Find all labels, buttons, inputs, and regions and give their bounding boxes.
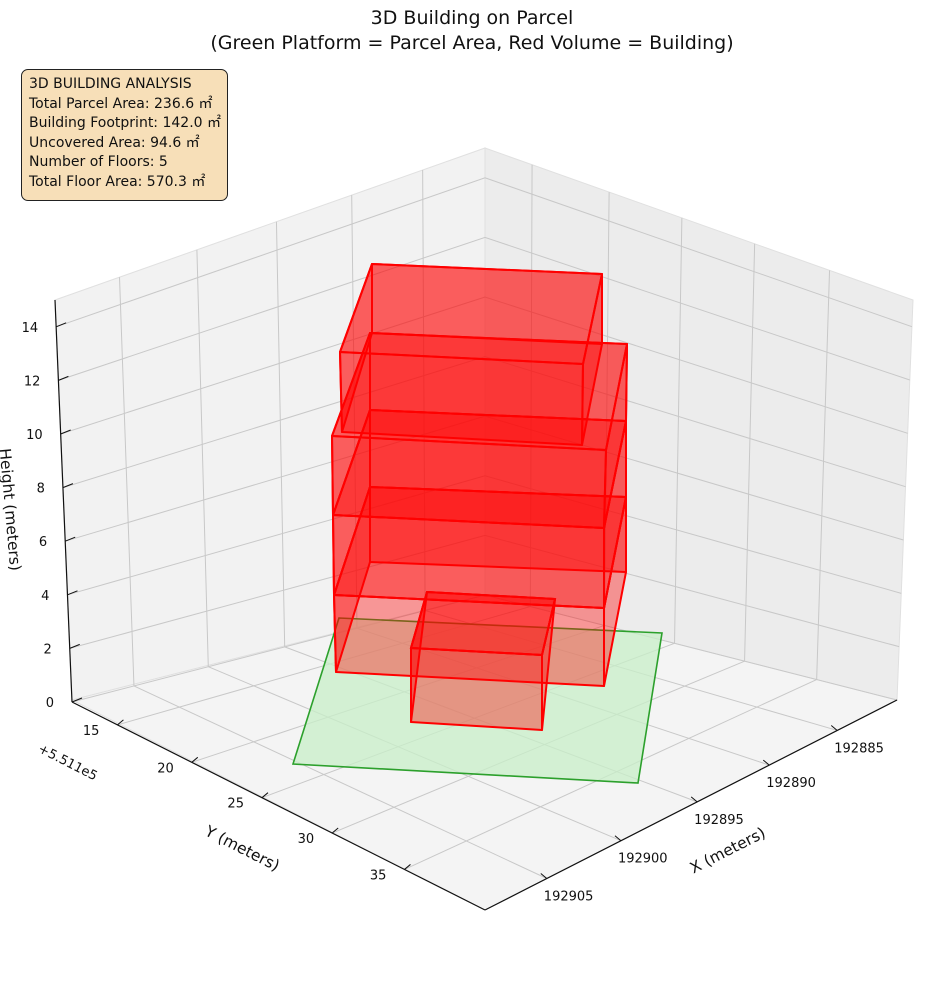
z-tick xyxy=(71,697,83,703)
z-tick-label: 0 xyxy=(46,696,54,711)
y-tick-label: 35 xyxy=(370,868,387,883)
info-title: 3D BUILDING ANALYSIS xyxy=(29,76,192,92)
z-tick xyxy=(58,375,69,381)
z-gridline xyxy=(62,356,906,489)
parcel-platform xyxy=(291,617,663,784)
z-tick xyxy=(62,483,74,489)
x-tick-label: 192890 xyxy=(766,776,816,791)
info-floor-area: Total Floor Area: 570.3 ㎡ xyxy=(29,173,206,190)
z-tick-label: 2 xyxy=(43,642,51,657)
z-axis-line xyxy=(54,299,73,703)
z-tick-label: 4 xyxy=(41,589,49,604)
z-gridline xyxy=(58,236,910,381)
x-tick xyxy=(690,796,698,803)
y-offset-label: +5.511e5 xyxy=(35,742,99,785)
x-tick xyxy=(830,725,838,731)
z-tick-label: 14 xyxy=(22,321,39,336)
x-tick-label: 192905 xyxy=(544,890,594,905)
z-gridline xyxy=(55,177,913,328)
y-tick xyxy=(191,756,199,763)
z-gridline xyxy=(60,296,908,435)
building-face xyxy=(339,351,584,446)
z-tick-label: 6 xyxy=(39,535,47,550)
y-gridline xyxy=(117,164,533,726)
chart-title: 3D Building on Parcel xyxy=(370,7,574,29)
y-axis-line xyxy=(71,701,486,911)
z-tick-label: 8 xyxy=(37,482,45,497)
y-tick xyxy=(261,792,269,799)
z-gridline xyxy=(69,534,900,649)
info-uncovered: Uncovered Area: 94.6 ㎡ xyxy=(29,134,200,151)
z-axis-label: Height (meters) xyxy=(0,448,24,572)
y-tick xyxy=(404,864,411,870)
y-axis-label: Y (meters) xyxy=(201,822,282,875)
z-tick xyxy=(67,590,78,596)
x-axis-line xyxy=(484,699,898,911)
building-face xyxy=(339,263,603,365)
x-gridline xyxy=(196,249,622,842)
x-axis-label: X (meters) xyxy=(687,824,769,877)
x-tick-label: 192900 xyxy=(618,852,668,867)
y-tick-label: 30 xyxy=(298,832,315,847)
z-tick xyxy=(65,536,76,542)
z-gridline xyxy=(67,475,902,596)
z-tick-label: 12 xyxy=(24,374,41,389)
z-tick xyxy=(69,643,80,649)
info-floors: Number of Floors: 5 xyxy=(29,154,168,171)
z-tick-label: 10 xyxy=(26,428,43,443)
z-gridline xyxy=(65,415,904,542)
y-tick-label: 25 xyxy=(227,797,244,812)
info-box: 3D BUILDING ANALYSIS Total Parcel Area: … xyxy=(21,69,228,201)
z-tick xyxy=(55,322,67,328)
axis-ticks: 0 2 4 6 8 10 12 14 15 20 25 30 35 192885 192890 192895 1… xyxy=(22,321,884,905)
y-tick-label: 15 xyxy=(83,724,100,739)
x-tick xyxy=(762,759,770,766)
y-tick xyxy=(331,827,339,834)
y-tick-label: 20 xyxy=(157,761,174,776)
chart-subtitle: (Green Platform = Parcel Area, Red Volum… xyxy=(210,32,734,54)
building-volume xyxy=(331,263,628,731)
x-tick xyxy=(614,835,622,842)
y-gridline xyxy=(331,243,756,834)
x-gridline xyxy=(119,277,548,879)
info-parcel-area: Total Parcel Area: 236.6 ㎡ xyxy=(29,95,213,112)
x-tick-label: 192895 xyxy=(694,813,744,828)
z-tick xyxy=(60,429,71,435)
info-footprint: Building Footprint: 142.0 ㎡ xyxy=(29,115,222,132)
building-face xyxy=(331,435,607,529)
y-tick xyxy=(117,719,124,726)
x-tick-label: 192885 xyxy=(834,741,884,756)
y-gridline xyxy=(404,270,831,870)
x-tick xyxy=(540,873,548,879)
wing-top xyxy=(409,590,557,657)
